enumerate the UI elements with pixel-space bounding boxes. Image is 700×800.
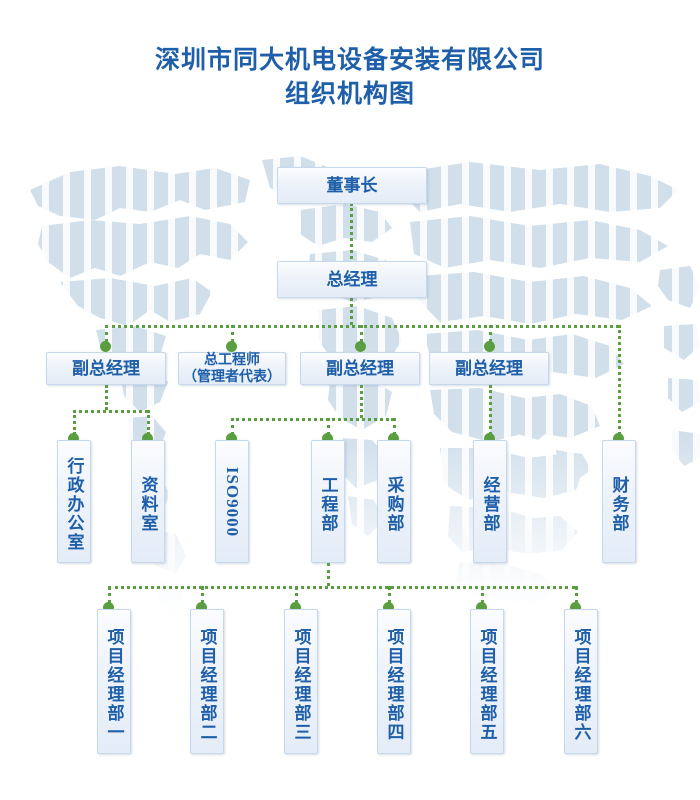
node-deputy-gm-1[interactable]: 副总经理: [46, 352, 166, 385]
node-deputy-gm-3[interactable]: 副总经理: [300, 352, 420, 385]
connector-deputy3-down: [360, 385, 363, 418]
title-line-1: 深圳市同大机电设备安装有限公司: [154, 47, 545, 74]
node-engineering-dept-label: 工程部: [318, 476, 338, 533]
node-project-dept-3-label: 项目经理部三: [291, 627, 311, 742]
node-project-dept-5[interactable]: 项目经理部五: [470, 609, 504, 754]
node-deputy-gm-3-label: 副总经理: [326, 358, 394, 378]
node-dot-deputy3: [355, 341, 366, 352]
node-data-room-label: 资料室: [138, 476, 158, 533]
node-deputy-gm-4[interactable]: 副总经理: [429, 352, 549, 385]
connector-bus-to-chief-engineer: [231, 325, 234, 342]
node-operations-dept[interactable]: 经营部: [473, 440, 507, 563]
node-chief-engineer[interactable]: 总工程师 （管理者代表）: [178, 352, 286, 385]
connector-project-bus: [108, 586, 575, 589]
node-admin-office[interactable]: 行政办公室: [57, 440, 91, 563]
node-chief-engineer-label-line2: （管理者代表）: [183, 369, 281, 385]
connector-to-operations: [489, 385, 492, 435]
connector-bus-to-deputy4: [489, 325, 492, 342]
node-general-manager-label: 总经理: [326, 269, 378, 289]
connector-deputy1-bus: [73, 410, 148, 413]
node-deputy-gm-4-label: 副总经理: [455, 358, 523, 378]
node-project-dept-4-label: 项目经理部四: [384, 627, 404, 742]
node-dot-deputy1: [100, 341, 111, 352]
connector-engineering-down: [327, 563, 330, 586]
node-data-room[interactable]: 资料室: [131, 440, 165, 563]
connector-bus-to-deputy1: [105, 325, 108, 342]
node-project-dept-3[interactable]: 项目经理部三: [284, 609, 318, 754]
connector-bus-to-finance: [618, 325, 621, 435]
node-dot-deputy4: [484, 341, 495, 352]
node-project-dept-1[interactable]: 项目经理部一: [97, 609, 131, 754]
title-line-2: 组织机构图: [284, 81, 415, 108]
node-project-dept-5-label: 项目经理部五: [477, 627, 497, 742]
connector-deputy3-bus: [231, 418, 394, 421]
node-project-dept-6-label: 项目经理部六: [571, 627, 591, 742]
node-finance-dept-label: 财务部: [609, 476, 629, 533]
node-project-dept-4[interactable]: 项目经理部四: [377, 609, 411, 754]
node-iso9000[interactable]: ISO9000: [215, 440, 249, 563]
node-general-manager[interactable]: 总经理: [277, 261, 427, 298]
node-chief-engineer-label-line1: 总工程师: [204, 352, 260, 368]
page-title: 深圳市同大机电设备安装有限公司 组织机构图: [0, 44, 700, 112]
connector-bus-to-deputy3: [360, 325, 363, 342]
node-iso9000-label: ISO9000: [223, 466, 243, 537]
node-engineering-dept[interactable]: 工程部: [311, 440, 345, 563]
node-dot-chief-engineer: [226, 341, 237, 352]
node-project-dept-2[interactable]: 项目经理部二: [190, 609, 224, 754]
node-operations-dept-label: 经营部: [480, 476, 500, 533]
node-project-dept-2-label: 项目经理部二: [197, 627, 217, 742]
node-project-dept-1-label: 项目经理部一: [104, 627, 124, 742]
node-admin-office-label: 行政办公室: [64, 457, 84, 552]
connector-to-data-room: [147, 410, 150, 435]
node-project-dept-6[interactable]: 项目经理部六: [564, 609, 598, 754]
node-chairman[interactable]: 董事长: [277, 167, 427, 204]
connector-gm-down: [350, 298, 353, 325]
node-purchasing-dept-label: 采购部: [384, 476, 404, 533]
connector-chairman-to-gm: [350, 203, 353, 259]
connector-to-admin-office: [73, 410, 76, 435]
node-chairman-label: 董事长: [326, 175, 378, 195]
node-finance-dept[interactable]: 财务部: [602, 440, 636, 563]
connector-deputy1-down: [105, 385, 108, 410]
node-purchasing-dept[interactable]: 采购部: [377, 440, 411, 563]
node-deputy-gm-1-label: 副总经理: [72, 358, 140, 378]
